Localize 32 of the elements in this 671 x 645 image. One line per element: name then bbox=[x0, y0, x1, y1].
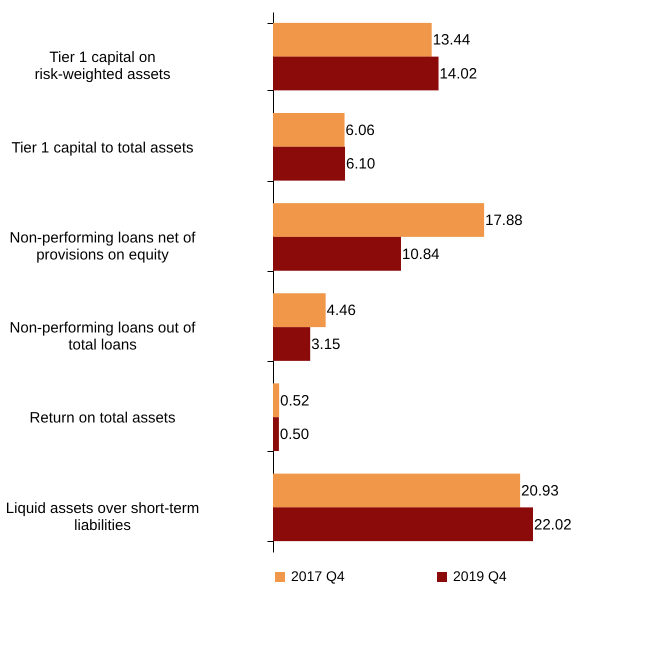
bar bbox=[273, 293, 326, 328]
data-label: 4.46 bbox=[326, 302, 356, 320]
data-label: 20.93 bbox=[521, 482, 559, 500]
data-label: 17.88 bbox=[485, 212, 523, 230]
bar bbox=[273, 474, 520, 508]
data-label: 0.52 bbox=[280, 392, 310, 410]
data-label: 14.02 bbox=[440, 66, 478, 83]
data-label: 3.15 bbox=[311, 336, 340, 353]
y-tick-label: Liquid assets over short-term liabilities bbox=[6, 500, 200, 534]
y-tick-label: Non-performing loans net of provisions on equity bbox=[10, 229, 196, 264]
legend-label: 2019 Q4 bbox=[453, 568, 507, 584]
y-tick-label: Tier 1 capital to total assets bbox=[11, 139, 194, 156]
y-tick-label: Non-performing loans out of total loans bbox=[10, 320, 196, 354]
y-tick-label: Tier 1 capital on risk-weighted assets bbox=[34, 49, 170, 84]
data-label: 6.06 bbox=[346, 122, 375, 139]
data-label: 10.84 bbox=[402, 246, 440, 263]
bar bbox=[273, 112, 345, 147]
data-label: 6.10 bbox=[346, 156, 376, 173]
data-label: 13.44 bbox=[432, 32, 470, 49]
bar bbox=[273, 327, 310, 361]
bar bbox=[273, 146, 346, 181]
data-label: 22.02 bbox=[534, 516, 572, 534]
bar bbox=[273, 417, 279, 452]
bar bbox=[273, 236, 401, 271]
bar bbox=[273, 22, 432, 57]
y-tick-label: Return on total assets bbox=[30, 410, 176, 427]
bar bbox=[273, 507, 533, 542]
bar bbox=[273, 203, 484, 237]
legend-label: 2017 Q4 bbox=[291, 568, 345, 584]
bar bbox=[273, 383, 280, 418]
bar bbox=[273, 56, 439, 90]
data-label: 0.50 bbox=[280, 426, 310, 444]
